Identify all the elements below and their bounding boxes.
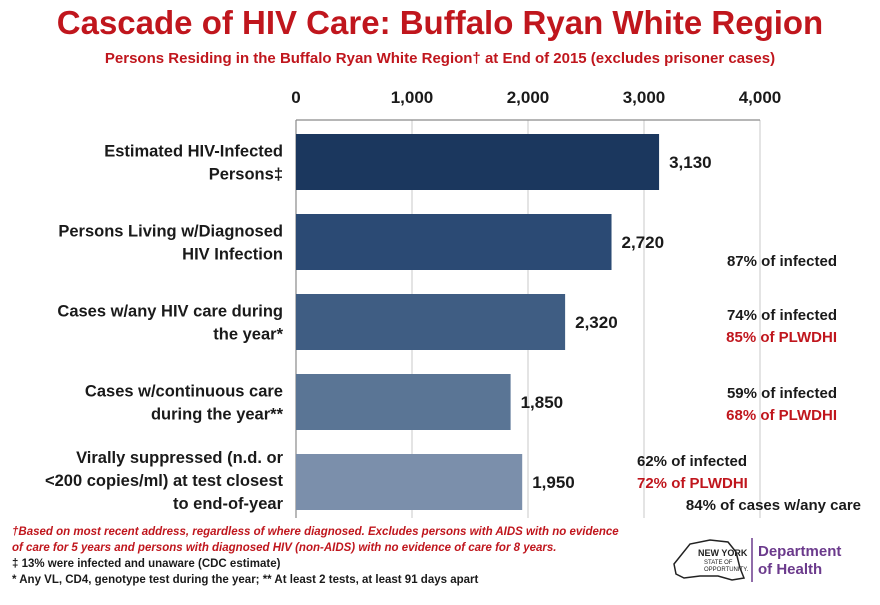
bar	[296, 454, 523, 510]
percent-annotation: 85% of PLWDHI	[726, 329, 837, 346]
percent-annotation: 72% of PLWDHI	[637, 475, 748, 492]
percent-annotation: 74% of infected	[727, 307, 837, 324]
bar	[296, 294, 566, 350]
logo-dept-line2: of Health	[758, 561, 822, 578]
logo-dept-line1: Department	[758, 543, 841, 560]
footnote-3: ‡ 13% were infected and unaware (CDC est…	[12, 558, 281, 570]
bar-value-label: 2,720	[622, 233, 665, 252]
chart-subtitle: Persons Residing in the Buffalo Ryan Whi…	[104, 50, 776, 67]
category-label: Persons Living w/Diagnosed	[58, 223, 283, 241]
percent-annotation: 62% of infected	[637, 453, 747, 470]
category-label: Cases w/continuous care	[85, 383, 283, 401]
bar	[296, 214, 612, 270]
footnote-2: of care for 5 years and persons with dia…	[12, 542, 557, 554]
x-tick-label: 3,000	[623, 88, 666, 107]
category-label: Persons‡	[209, 166, 283, 184]
percent-annotation: 68% of PLWDHI	[726, 407, 837, 424]
bar-chart: 0 1,000 2,000 3,000 4,000 3,130 Estimated HIV-…	[45, 88, 861, 518]
x-tick-label: 0	[291, 88, 300, 107]
logo-state-line3: OPPORTUNITY.	[704, 567, 748, 573]
bar	[296, 134, 660, 190]
percent-annotation: 87% of infected	[727, 253, 837, 270]
bar	[296, 374, 511, 430]
bar-value-label: 1,950	[532, 473, 575, 492]
x-tick-label: 4,000	[739, 88, 782, 107]
bar-value-label: 2,320	[575, 313, 618, 332]
nys-doh-logo: NEW YORK STATE OF OPPORTUNITY. Departmen…	[673, 538, 841, 582]
logo-state-line1: NEW YORK	[698, 548, 748, 558]
new-york-state-outline-icon	[673, 539, 746, 581]
category-label: Virally suppressed (n.d. or	[76, 449, 284, 467]
footnote-4: * Any VL, CD4, genotype test during the …	[12, 574, 479, 586]
bar-value-label: 3,130	[669, 153, 712, 172]
percent-annotation: 59% of infected	[727, 385, 837, 402]
percent-annotation: 84% of cases w/any care	[686, 497, 861, 514]
category-label: Estimated HIV-Infected	[104, 143, 283, 161]
footnote-1: †Based on most recent address, regardles…	[12, 526, 619, 538]
category-label: to end-of-year	[173, 495, 284, 513]
chart-title: Cascade of HIV Care: Buffalo Ryan White …	[56, 4, 824, 41]
category-label: <200 copies/ml) at test closest	[45, 472, 283, 490]
x-tick-label: 1,000	[391, 88, 434, 107]
category-label: HIV Infection	[182, 246, 283, 264]
bar-value-label: 1,850	[521, 393, 564, 412]
category-label: Cases w/any HIV care during	[57, 303, 283, 321]
logo-state-line2: STATE OF	[704, 560, 733, 566]
category-label: the year*	[213, 326, 283, 344]
category-label: during the year**	[151, 406, 284, 424]
x-tick-label: 2,000	[507, 88, 550, 107]
